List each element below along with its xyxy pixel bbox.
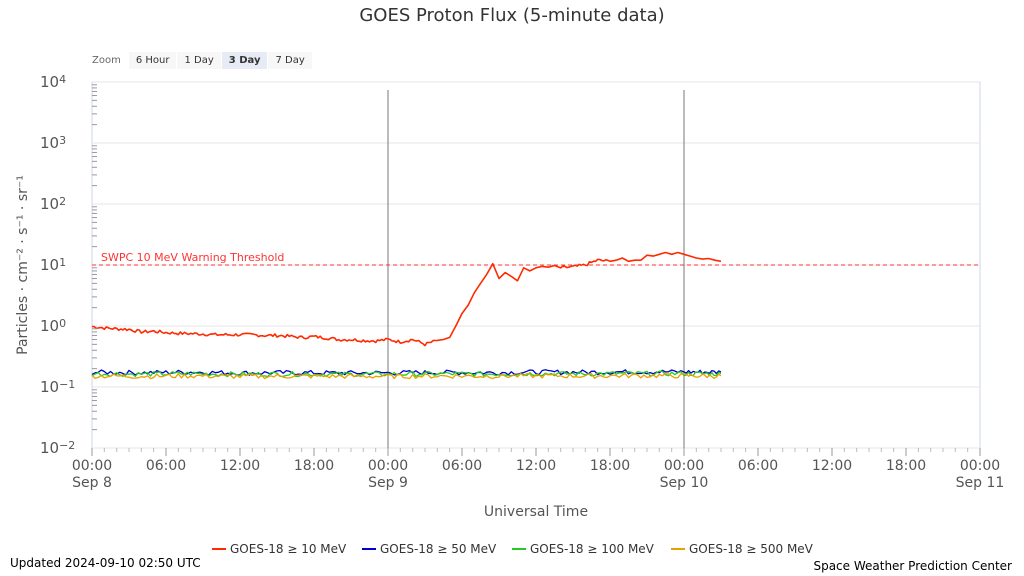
x-tick-time: 00:00 <box>368 458 408 474</box>
y-tick-label: 102 <box>40 195 66 213</box>
x-tick-time: 00:00 <box>664 458 704 474</box>
zoom-7-day-button[interactable]: 7 Day <box>268 51 312 69</box>
x-tick-date: Sep 11 <box>956 475 1005 491</box>
series-line-1 <box>92 251 722 347</box>
y-tick-label: 10−2 <box>40 439 75 457</box>
x-tick-time: 12:00 <box>220 458 260 474</box>
x-tick-time: 12:00 <box>812 458 852 474</box>
x-tick-date: Sep 9 <box>368 475 408 491</box>
series-line-3 <box>91 370 722 378</box>
x-tick-time: 06:00 <box>738 458 778 474</box>
y-tick-label: 104 <box>40 73 66 91</box>
x-axis-title: Universal Time <box>484 504 588 520</box>
series-line-4 <box>91 372 722 380</box>
x-tick-time: 18:00 <box>886 458 926 474</box>
legend-label: GOES-18 ≥ 50 MeV <box>380 542 497 556</box>
zoom-bar: Zoom 6 Hour 1 Day 3 Day 7 Day <box>92 50 313 70</box>
x-tick-time: 18:00 <box>590 458 630 474</box>
x-tick-time: 00:00 <box>72 458 112 474</box>
x-tick-time: 06:00 <box>146 458 186 474</box>
legend-item[interactable]: GOES-18 ≥ 100 MeV <box>512 542 655 556</box>
legend-label: GOES-18 ≥ 10 MeV <box>230 542 347 556</box>
x-tick-time: 18:00 <box>294 458 334 474</box>
zoom-1-day-button[interactable]: 1 Day <box>177 51 221 69</box>
x-tick-time: 00:00 <box>960 458 1000 474</box>
x-tick-date: Sep 10 <box>660 475 709 491</box>
legend-item[interactable]: GOES-18 ≥ 50 MeV <box>362 542 497 556</box>
updated-timestamp: Updated 2024-09-10 02:50 UTC <box>10 556 201 570</box>
zoom-6-hour-button[interactable]: 6 Hour <box>128 51 177 69</box>
threshold-line: SWPC 10 MeV Warning Threshold <box>92 251 980 266</box>
zoom-3-day-button[interactable]: 3 Day <box>221 51 268 69</box>
series-lines <box>91 251 722 380</box>
legend-label: GOES-18 ≥ 500 MeV <box>689 542 814 556</box>
legend-item[interactable]: GOES-18 ≥ 500 MeV <box>671 542 814 556</box>
legend-label: GOES-18 ≥ 100 MeV <box>530 542 655 556</box>
x-tick-time: 12:00 <box>516 458 556 474</box>
zoom-label: Zoom <box>92 54 121 66</box>
legend-item[interactable]: GOES-18 ≥ 10 MeV <box>212 542 347 556</box>
y-axis-title: Particles · cm⁻² · s⁻¹ · sr⁻¹ <box>15 175 31 355</box>
threshold-label: SWPC 10 MeV Warning Threshold <box>101 251 284 264</box>
y-tick-label: 10−1 <box>40 378 75 396</box>
legend[interactable]: GOES-18 ≥ 10 MeV GOES-18 ≥ 50 MeV GOES-18 … <box>212 542 814 556</box>
x-tick-time: 06:00 <box>442 458 482 474</box>
y-tick-label: 101 <box>40 256 66 274</box>
x-tick-date: Sep 8 <box>72 475 112 491</box>
y-tick-label: 100 <box>40 317 66 335</box>
credit-text: Space Weather Prediction Center <box>813 559 1012 573</box>
y-tick-label: 103 <box>40 134 66 152</box>
chart-title: GOES Proton Flux (5-minute data) <box>359 5 665 26</box>
